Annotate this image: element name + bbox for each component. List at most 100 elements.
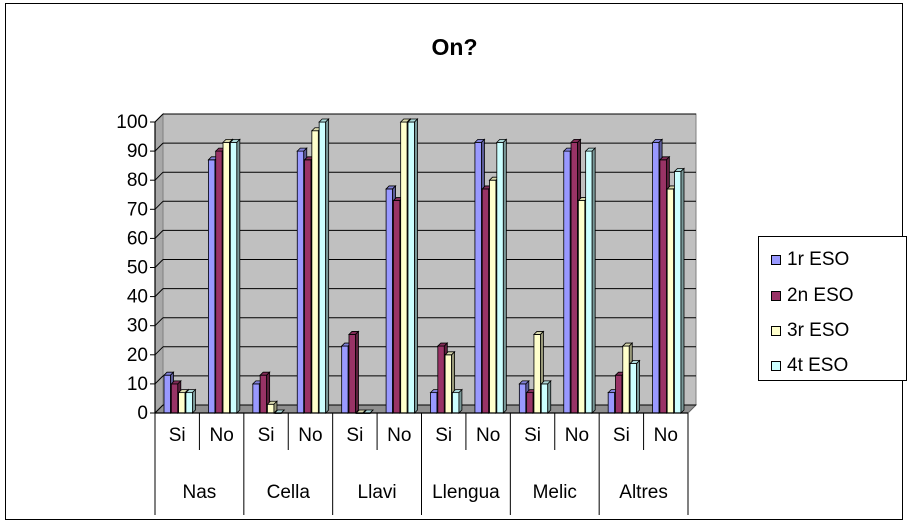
gridline-side-1 <box>154 375 164 385</box>
gridlines <box>154 113 696 414</box>
bar-front <box>178 392 186 414</box>
x-axis-labels: Si No Si No Si No Si No Si No Si No Nas Cella Llavi Lle… <box>154 413 689 515</box>
bar-side <box>369 409 374 414</box>
bar-side <box>636 359 640 414</box>
bar-side <box>192 388 196 414</box>
bar-front <box>615 374 623 414</box>
gridline-side-8 <box>154 171 164 181</box>
bar-side <box>502 138 507 414</box>
y-tick-label-1: 10 <box>127 374 148 395</box>
legend-swatch-1 <box>771 255 781 265</box>
x-group-label-5: Melic <box>533 482 577 503</box>
bar-2-3 <box>259 371 271 414</box>
bar-front <box>170 383 179 414</box>
legend-item-3: 3r ESO <box>771 319 849 343</box>
x-tick-label-9: Si <box>524 425 541 446</box>
bar-front <box>533 334 541 414</box>
bar-front <box>208 159 216 414</box>
bar-front <box>474 141 482 414</box>
bar-side <box>355 330 359 414</box>
bar-4-4 <box>318 118 330 414</box>
x-group-label-2: Cella <box>267 482 311 503</box>
bar-4-2 <box>229 138 241 414</box>
gridline-side-9 <box>154 142 164 152</box>
bar-4-12 <box>673 167 685 414</box>
gridline-side-4 <box>154 288 164 297</box>
y-tick-label-0: 0 <box>137 403 148 424</box>
bar-4-7 <box>451 388 463 414</box>
legend-swatch-3 <box>771 326 781 336</box>
bar-front <box>452 392 460 414</box>
bar-front <box>185 392 193 414</box>
chart-title: On? <box>431 34 478 60</box>
bar-2-5 <box>348 330 360 414</box>
bar-side <box>325 118 330 414</box>
legend-swatch-2 <box>771 291 781 301</box>
bar-4-1 <box>184 388 197 414</box>
bar-front <box>489 179 497 414</box>
x-tick-label-11: Si <box>613 425 630 446</box>
bar-front <box>407 121 415 414</box>
bar-front <box>526 392 534 414</box>
bar-front <box>540 383 549 414</box>
bar-front <box>259 374 268 414</box>
legend-swatch-4 <box>771 361 781 371</box>
gridline-side-10 <box>154 113 164 123</box>
x-tick-label-10: No <box>565 425 589 446</box>
bar-front <box>430 392 438 414</box>
x-tick-label-6: No <box>387 425 411 446</box>
bar-front <box>652 141 660 414</box>
bar-side <box>362 409 367 414</box>
x-tick-label-3: Si <box>258 425 275 446</box>
legend-label-2: 2n ESO <box>787 285 854 306</box>
x-group-label-4: Llengua <box>432 482 500 503</box>
bar-front <box>392 200 401 414</box>
bar-front <box>563 150 571 414</box>
gridline-side-5 <box>154 259 164 268</box>
bar-front <box>318 121 327 414</box>
bar-4-11 <box>629 359 641 414</box>
bar-4-9 <box>540 379 552 414</box>
bar-side <box>680 167 685 414</box>
y-tick-label-5: 50 <box>127 258 148 279</box>
bar-front <box>659 159 667 414</box>
bar-front <box>400 121 408 414</box>
bar-front <box>481 188 490 414</box>
x-tick-label-4: No <box>298 425 322 446</box>
legend-item-4: 4t ESO <box>771 354 848 378</box>
bar-front <box>585 150 593 414</box>
bar-side <box>273 400 278 414</box>
y-tick-label-9: 90 <box>127 141 148 162</box>
gridline-side-6 <box>154 230 164 239</box>
bar-front <box>518 383 527 414</box>
bar-front <box>348 334 356 414</box>
legend-label-1: 1r ESO <box>787 249 850 270</box>
bar-front <box>622 345 630 414</box>
bar-front <box>252 383 260 414</box>
bar-front <box>267 403 275 414</box>
y-tick-label-10: 100 <box>116 112 148 133</box>
bar-4-10 <box>584 147 597 414</box>
legend-label-3: 3r ESO <box>787 320 850 341</box>
x-tick-label-7: Si <box>435 425 452 446</box>
y-tick-label-3: 30 <box>127 316 148 337</box>
bar-4-8 <box>495 138 508 414</box>
x-tick-label-12: No <box>654 425 678 446</box>
bar-side <box>591 147 596 414</box>
x-group-label-1: Nas <box>183 482 217 503</box>
x-tick-label-2: No <box>209 425 233 446</box>
bar-front <box>304 159 312 414</box>
bar-front <box>629 363 637 414</box>
gridline-side-7 <box>154 200 164 210</box>
x-group-label-3: Llavi <box>358 482 397 503</box>
bar-front <box>296 150 305 414</box>
x-tick-label-8: No <box>476 425 500 446</box>
y-tick-label-2: 20 <box>127 345 148 366</box>
bar-front <box>163 374 171 414</box>
bar-3-3 <box>266 400 278 414</box>
legend: 1r ESO 2n ESO 3r ESO 4t ESO <box>758 236 907 381</box>
bar-side <box>547 379 552 414</box>
bar-side <box>280 409 285 414</box>
bar-front <box>577 200 586 414</box>
